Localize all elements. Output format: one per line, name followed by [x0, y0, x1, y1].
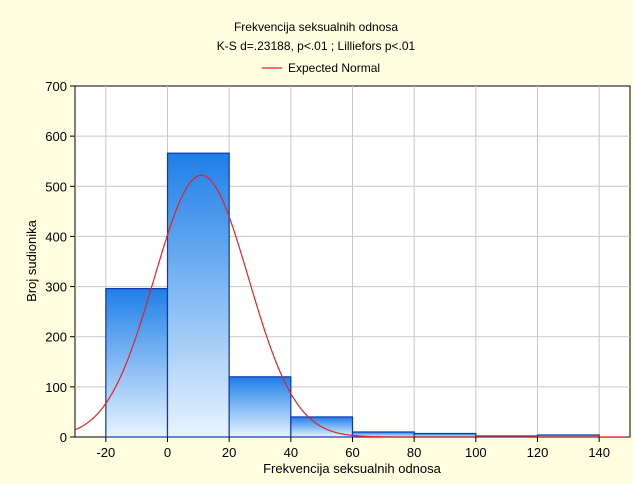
x-tick-label-0: -20 — [96, 445, 115, 460]
histogram-bar-1 — [166, 152, 230, 438]
y-axis-label: Broj sudionika — [24, 219, 39, 301]
y-tick-label-6: 600 — [45, 129, 67, 144]
y-tick-label-0: 0 — [60, 430, 67, 445]
x-tick-label-5: 80 — [407, 445, 421, 460]
y-tick-label-4: 400 — [45, 229, 67, 244]
y-tick-label-2: 200 — [45, 330, 67, 345]
y-tick-label-1: 100 — [45, 380, 67, 395]
x-axis-label: Frekvencija seksualnih odnosa — [263, 461, 442, 476]
x-tick-label-2: 20 — [222, 445, 236, 460]
y-axis-ticks: 0 100 200 300 400 500 600 700 — [45, 79, 75, 445]
x-tick-label-7: 120 — [527, 445, 549, 460]
x-tick-label-3: 40 — [284, 445, 298, 460]
histogram-bars — [105, 152, 600, 438]
y-tick-label-7: 700 — [45, 79, 67, 94]
histogram-bar-0 — [105, 287, 169, 438]
expected-normal-curve — [75, 174, 630, 437]
legend-label-expected-normal: Expected Normal — [288, 61, 380, 75]
x-tick-label-6: 100 — [465, 445, 487, 460]
x-tick-label-8: 140 — [588, 445, 610, 460]
histogram-bar-2 — [228, 376, 292, 438]
legend: Expected Normal — [262, 61, 380, 75]
chart-subtitle: K-S d=.23188, p<.01 ; Lilliefors p<.01 — [217, 39, 416, 53]
chart-title: Frekvencija seksualnih odnosa — [234, 20, 398, 34]
y-tick-label-3: 300 — [45, 280, 67, 295]
y-tick-label-5: 500 — [45, 179, 67, 194]
x-axis-ticks: -20 0 20 40 60 80 100 120 140 — [96, 437, 610, 460]
normal-curve-layer — [75, 174, 630, 437]
x-tick-label-4: 60 — [345, 445, 359, 460]
x-tick-label-1: 0 — [164, 445, 171, 460]
